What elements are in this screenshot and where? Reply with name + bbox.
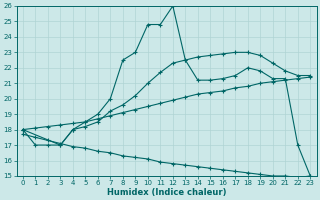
X-axis label: Humidex (Indice chaleur): Humidex (Indice chaleur) <box>107 188 226 197</box>
